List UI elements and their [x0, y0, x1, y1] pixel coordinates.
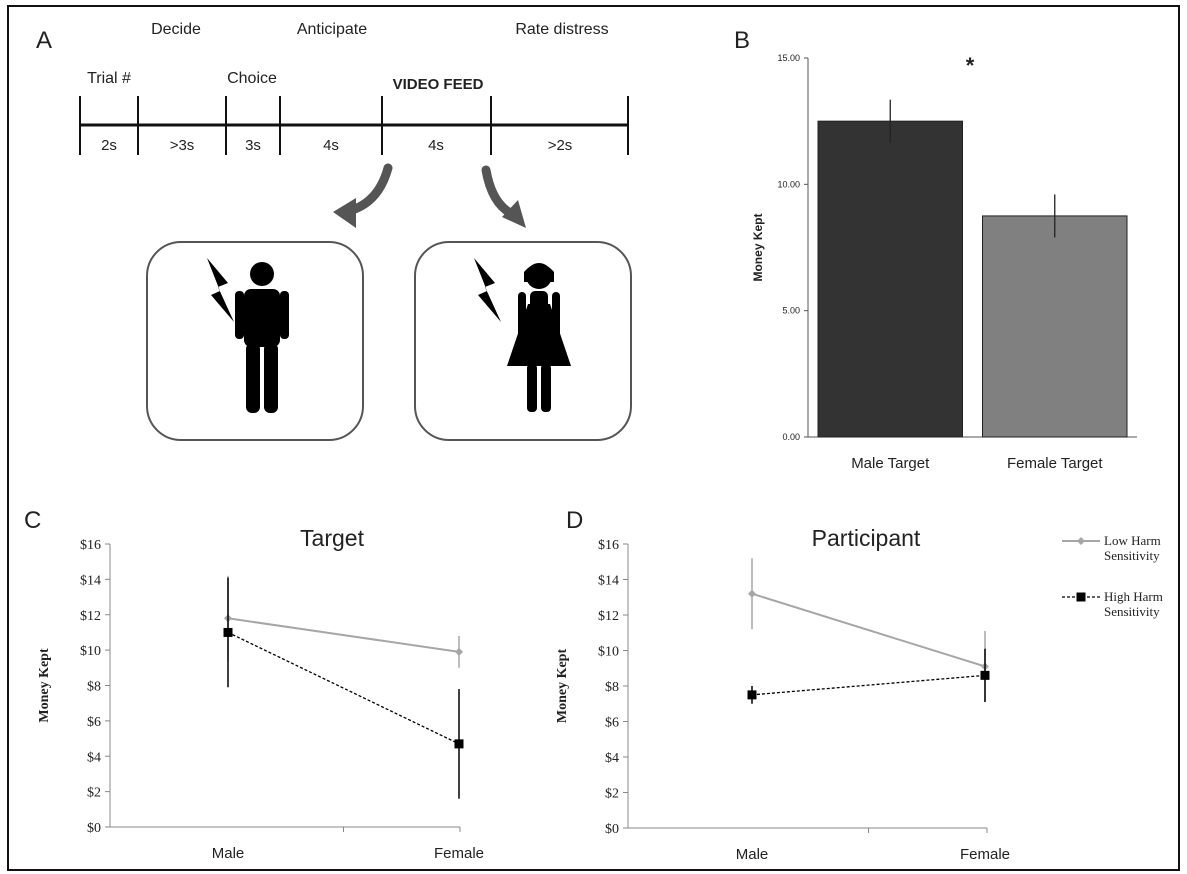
y-tick-label: $16 [80, 538, 101, 553]
y-axis-title: Money Kept [37, 648, 52, 723]
data-point [454, 739, 464, 749]
legend-entry-label: Sensitivity [1104, 604, 1160, 619]
duration-4s-anticipate: 4s [323, 137, 339, 154]
y-tick-label: $10 [80, 644, 101, 659]
significance-asterisk: * [966, 53, 975, 78]
duration-gt3s: >3s [170, 137, 195, 154]
legend-marker [1076, 592, 1086, 602]
y-tick-label: $4 [87, 750, 101, 765]
duration-gt2s: >2s [548, 137, 573, 154]
x-category-label: Female [434, 845, 484, 862]
phase-trial-number-label: Trial # [87, 70, 131, 87]
female-figure-icon [507, 263, 571, 412]
lightning-bolt-icon [207, 258, 234, 322]
y-tick-label: $14 [598, 574, 619, 589]
x-category-label: Female [960, 846, 1010, 863]
x-category-label: Male [736, 846, 769, 863]
panel-letter-a: A [36, 27, 52, 54]
chart-title: Participant [812, 525, 921, 551]
data-point [455, 647, 463, 656]
bar-chart-money-kept: 0.00 5.00 10.00 15.00 Money Kept Male Target F… [751, 53, 1137, 472]
y-tick-label: 15.00 [777, 53, 800, 63]
data-point [223, 627, 233, 637]
y-tick-label: 0.00 [782, 432, 800, 442]
series-line [227, 631, 460, 745]
trial-timeline: Decide Anticipate Rate distress Trial # … [79, 21, 632, 441]
y-tick-label: 10.00 [777, 179, 800, 189]
series-line [751, 592, 986, 668]
data-point [748, 589, 756, 598]
duration-2s: 2s [101, 137, 117, 154]
data-point [747, 690, 757, 700]
legend-entry-label: Sensitivity [1104, 548, 1160, 563]
x-category-label: Male Target [851, 455, 930, 472]
phase-choice-label: Choice [227, 70, 277, 87]
data-point [980, 670, 990, 680]
line-chart-participant: $0 $2 $4 $6 $8 $10 $12 $14 $16 Male Female Money Ke… [555, 525, 1010, 863]
phase-anticipate-label: Anticipate [297, 21, 367, 38]
y-tick-label: $10 [598, 645, 619, 660]
y-tick-label: $2 [87, 786, 101, 801]
y-tick-label: $8 [605, 680, 619, 695]
video-feed-label: VIDEO FEED [393, 76, 484, 93]
legend-entry-label: Low Harm [1104, 533, 1161, 548]
y-axis-title: Money Kept [555, 649, 570, 724]
panel-letter-d: D [566, 507, 583, 534]
legend-marker [1077, 537, 1085, 545]
y-tick-label: $2 [605, 787, 619, 802]
duration-3s: 3s [245, 137, 261, 154]
phase-decide-label: Decide [151, 21, 201, 38]
y-tick-label: $16 [598, 538, 619, 553]
y-tick-label: $6 [87, 715, 101, 730]
y-tick-label: 5.00 [782, 306, 800, 316]
lightning-bolt-icon [474, 258, 501, 322]
y-tick-label: $0 [605, 822, 619, 837]
panel-letter-c: C [24, 507, 41, 534]
series-line [751, 674, 986, 696]
timeline-ticks [79, 96, 629, 155]
y-tick-label: $0 [87, 821, 101, 836]
y-tick-label: $8 [87, 680, 101, 695]
y-tick-label: $6 [605, 716, 619, 731]
series-line [227, 617, 460, 653]
chart-title: Target [300, 525, 365, 551]
y-axis-title: Money Kept [751, 213, 765, 281]
y-tick-label: $4 [605, 751, 619, 766]
legend-entry-label: High Harm [1104, 589, 1163, 604]
x-category-label: Male [212, 845, 245, 862]
y-tick-label: $12 [80, 609, 101, 624]
duration-4s-video: 4s [428, 137, 444, 154]
phase-rate-distress-label: Rate distress [515, 21, 608, 38]
arrow-head-male-icon [333, 198, 356, 228]
y-tick-label: $12 [598, 609, 619, 624]
x-category-label: Female Target [1007, 455, 1103, 472]
male-figure-icon [235, 262, 289, 413]
panel-letter-b: B [734, 27, 750, 54]
arrow-head-female-icon [502, 200, 526, 228]
bar [817, 120, 963, 438]
y-tick-label: $14 [80, 573, 101, 588]
bar [982, 215, 1128, 438]
line-chart-target: $0 $2 $4 $6 $8 $10 $12 $14 $16 Male Female Money Ke… [37, 525, 484, 862]
